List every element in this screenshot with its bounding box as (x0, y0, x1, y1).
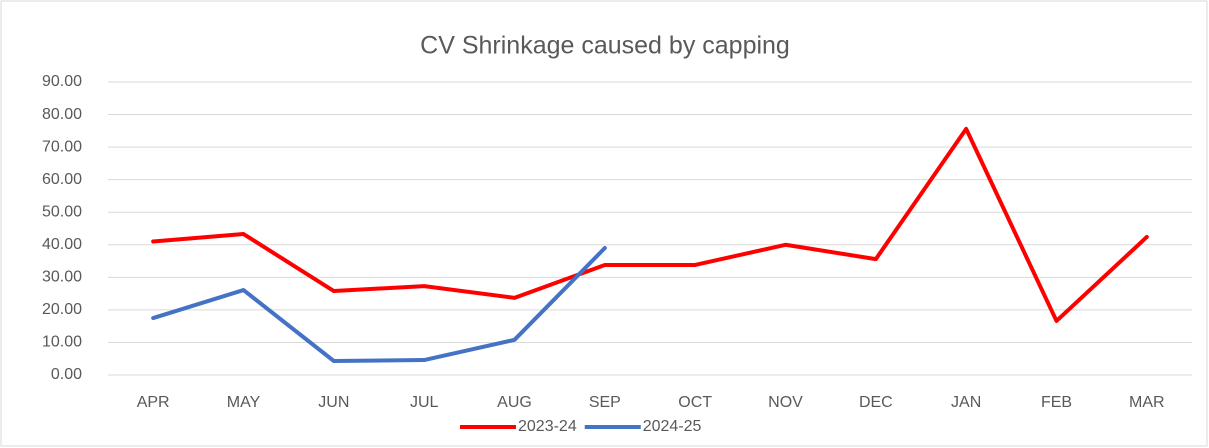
y-tick-label: 30.00 (42, 269, 82, 286)
chart-title: CV Shrinkage caused by capping (420, 32, 790, 60)
y-tick-label: 60.00 (42, 171, 82, 188)
y-tick-label: 50.00 (42, 203, 82, 220)
y-tick-label: 20.00 (42, 301, 82, 318)
legend-label: 2024-25 (643, 418, 702, 435)
y-tick-label: 40.00 (42, 236, 82, 253)
y-tick-label: 80.00 (42, 106, 82, 123)
series-line (151, 126, 1149, 323)
y-tick-label: 10.00 (42, 334, 82, 351)
x-tick-label: AUG (497, 394, 532, 411)
legend-label: 2023-24 (518, 418, 577, 435)
x-tick-label: OCT (678, 394, 712, 411)
x-tick-label: JUL (410, 394, 439, 411)
x-tick-label: JAN (951, 394, 981, 411)
x-tick-label: JUN (318, 394, 349, 411)
y-tick-label: 70.00 (42, 138, 82, 155)
x-tick-label: SEP (589, 394, 621, 411)
x-tick-label: APR (137, 394, 170, 411)
x-tick-label: FEB (1041, 394, 1072, 411)
y-tick-label: 0.00 (51, 366, 82, 383)
y-tick-label: 90.00 (42, 73, 82, 90)
x-tick-label: MAR (1129, 394, 1165, 411)
series-line (151, 246, 607, 364)
x-tick-label: DEC (859, 394, 893, 411)
x-tick-label: MAY (227, 394, 261, 411)
x-tick-label: NOV (768, 394, 803, 411)
